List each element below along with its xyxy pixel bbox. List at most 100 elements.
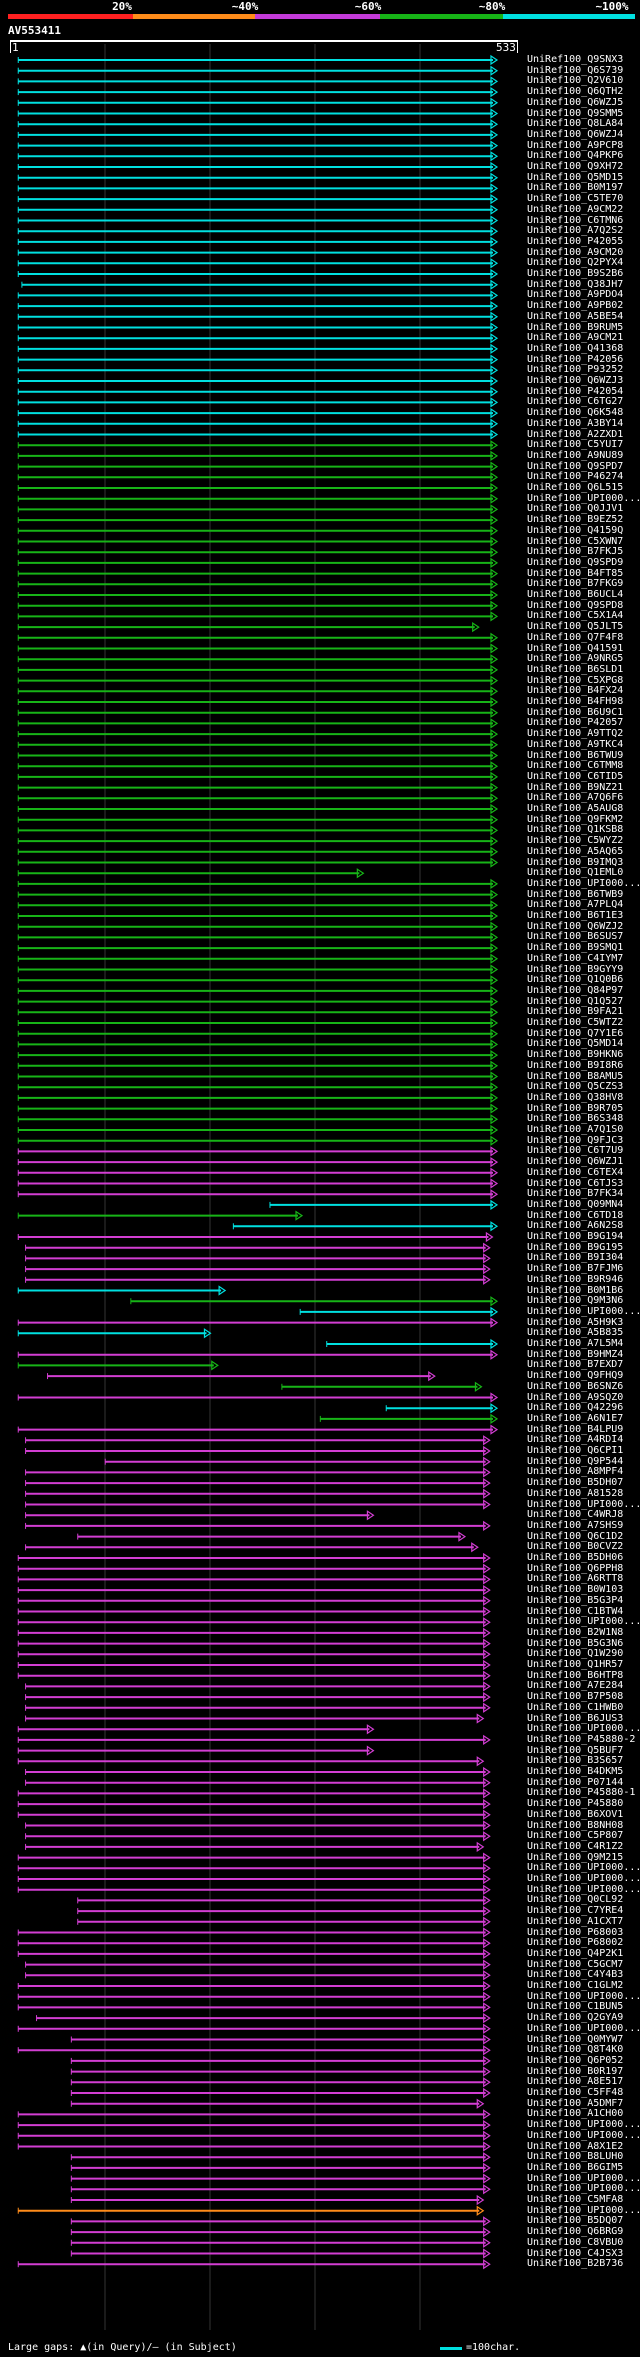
hit-label[interactable]: UniRef100_P45880-2 [527, 1733, 636, 1745]
hit-label[interactable]: UniRef100_UPI000... [527, 1616, 640, 1628]
hit-label[interactable]: UniRef100_Q9SPD7 [527, 460, 624, 472]
hit-label[interactable]: UniRef100_B6HTP8 [527, 1669, 624, 1681]
hit-label[interactable]: UniRef100_B9S2B6 [527, 268, 624, 279]
hit-label[interactable]: UniRef100_Q9FKM2 [527, 813, 624, 825]
hit-label[interactable]: UniRef100_A7SHS9 [527, 1519, 624, 1531]
hit-label[interactable]: UniRef100_P46274 [527, 471, 624, 483]
hit-label[interactable]: UniRef100_C5FF48 [527, 2087, 624, 2098]
hit-label[interactable]: UniRef100_C6TG27 [527, 396, 624, 408]
hit-label[interactable]: UniRef100_C5X1A4 [527, 610, 624, 622]
hit-label[interactable]: UniRef100_UPI000... [527, 2204, 640, 2216]
hit-label[interactable]: UniRef100_B8NH08 [527, 1819, 624, 1831]
hit-label[interactable]: UniRef100_C5YUI7 [527, 439, 624, 451]
hit-label[interactable]: UniRef100_B5DH07 [527, 1477, 624, 1489]
hit-label[interactable]: UniRef100_B4LPU9 [527, 1423, 624, 1435]
hit-label[interactable]: UniRef100_Q6QTH2 [527, 86, 624, 98]
hit-label[interactable]: UniRef100_C5XPG8 [527, 674, 624, 686]
hit-label[interactable]: UniRef100_Q0JJV1 [527, 503, 624, 515]
hit-label[interactable]: UniRef100_A9PDO4 [527, 289, 624, 301]
hit-label[interactable]: UniRef100_B8AMU5 [527, 1070, 624, 1082]
hit-label[interactable]: UniRef100_UPI000... [527, 1862, 640, 1874]
hit-label[interactable]: UniRef100_B8LUH0 [527, 2151, 624, 2163]
hit-label[interactable]: UniRef100_A3BY14 [527, 417, 624, 429]
hit-label[interactable]: UniRef100_B5DQ07 [527, 2215, 624, 2227]
hit-label[interactable]: UniRef100_B2B736 [527, 2258, 624, 2270]
hit-label[interactable]: UniRef100_Q0MYW7 [527, 2033, 624, 2045]
hit-label[interactable]: UniRef100_B6SNZ6 [527, 1380, 624, 1392]
hit-label[interactable]: UniRef100_C4Y4B3 [527, 1969, 624, 1981]
hit-label[interactable]: UniRef100_P68003 [527, 1926, 624, 1938]
hit-label[interactable]: UniRef100_A8E517 [527, 2076, 624, 2088]
hit-label[interactable]: UniRef100_B0W103 [527, 1584, 624, 1596]
hit-label[interactable]: UniRef100_C6TMN6 [527, 214, 624, 226]
hit-label[interactable]: UniRef100_Q6BRG9 [527, 2226, 624, 2238]
hit-label[interactable]: UniRef100_B0R197 [527, 2065, 624, 2077]
hit-label[interactable]: UniRef100_B9G195 [527, 1241, 624, 1253]
hit-label[interactable]: UniRef100_P42054 [527, 385, 624, 397]
hit-label[interactable]: UniRef100_C6TID5 [527, 770, 624, 782]
hit-label[interactable]: UniRef100_Q9SPD8 [527, 599, 624, 611]
hit-label[interactable]: UniRef100_A4RDI4 [527, 1434, 624, 1446]
hit-label[interactable]: UniRef100_P07144 [527, 1776, 624, 1788]
hit-label[interactable]: UniRef100_P42056 [527, 353, 624, 365]
hit-label[interactable]: UniRef100_Q1Q0B6 [527, 974, 624, 986]
hit-label[interactable]: UniRef100_Q1HR57 [527, 1659, 624, 1670]
hit-label[interactable]: UniRef100_A9PB02 [527, 300, 624, 312]
hit-label[interactable]: UniRef100_P42055 [527, 235, 624, 247]
hit-label[interactable]: UniRef100_A9CM20 [527, 246, 624, 258]
hit-label[interactable]: UniRef100_B9I304 [527, 1252, 624, 1264]
hit-label[interactable]: UniRef100_B6S348 [527, 1113, 624, 1125]
hit-label[interactable]: UniRef100_C4JSX3 [527, 2247, 624, 2259]
hit-label[interactable]: UniRef100_Q7F4F8 [527, 631, 624, 643]
hit-label[interactable]: UniRef100_B9I8R6 [527, 1059, 624, 1071]
hit-label[interactable]: UniRef100_B4FH98 [527, 696, 624, 707]
hit-label[interactable]: UniRef100_Q9M3N6 [527, 1295, 624, 1307]
hit-label[interactable]: UniRef100_UPI000... [527, 1498, 640, 1510]
hit-label[interactable]: UniRef100_A9TTQ2 [527, 728, 624, 740]
hit-label[interactable]: UniRef100_Q6WZJ3 [527, 375, 624, 386]
hit-label[interactable]: UniRef100_B6JUS3 [527, 1712, 624, 1724]
hit-label[interactable]: UniRef100_B9EZ52 [527, 514, 624, 526]
hit-label[interactable]: UniRef100_C5WTZ2 [527, 1017, 624, 1028]
hit-label[interactable]: UniRef100_Q41591 [527, 642, 624, 654]
hit-label[interactable]: UniRef100_B2W1N8 [527, 1626, 624, 1638]
hit-label[interactable]: UniRef100_Q0CL92 [527, 1894, 624, 1906]
hit-label[interactable]: UniRef100_B9R946 [527, 1273, 624, 1285]
hit-label[interactable]: UniRef100_B7FKG9 [527, 578, 624, 590]
hit-label[interactable]: UniRef100_B4FX24 [527, 685, 624, 697]
hit-label[interactable]: UniRef100_B7P508 [527, 1691, 624, 1703]
hit-label[interactable]: UniRef100_A7Q2S2 [527, 225, 624, 237]
hit-label[interactable]: UniRef100_C7YRE4 [527, 1905, 624, 1917]
hit-label[interactable]: UniRef100_A7L5M4 [527, 1338, 624, 1349]
hit-label[interactable]: UniRef100_A7PLQ4 [527, 899, 624, 911]
hit-label[interactable]: UniRef100_B0CVZ2 [527, 1541, 624, 1553]
hit-label[interactable]: UniRef100_B9RUM5 [527, 321, 624, 333]
hit-label[interactable]: UniRef100_A9CM22 [527, 203, 624, 215]
hit-label[interactable]: UniRef100_Q6C1D2 [527, 1530, 624, 1542]
hit-label[interactable]: UniRef100_Q1W290 [527, 1648, 624, 1660]
hit-label[interactable]: UniRef100_Q38JH7 [527, 278, 624, 290]
hit-label[interactable]: UniRef100_A5H9K3 [527, 1316, 624, 1328]
hit-label[interactable]: UniRef100_A7Q1S0 [527, 1124, 624, 1135]
hit-label[interactable]: UniRef100_UPI000... [527, 1990, 640, 2002]
hit-label[interactable]: UniRef100_B0M197 [527, 182, 624, 194]
hit-label[interactable]: UniRef100_Q09MN4 [527, 1198, 624, 1210]
hit-label[interactable]: UniRef100_C6TJS3 [527, 1177, 624, 1189]
hit-label[interactable]: UniRef100_C4R1Z2 [527, 1840, 624, 1852]
hit-label[interactable]: UniRef100_B9IMQ3 [527, 856, 624, 868]
hit-label[interactable]: UniRef100_B6TWU9 [527, 749, 624, 761]
hit-label[interactable]: UniRef100_B6GIM5 [527, 2161, 624, 2173]
hit-label[interactable]: UniRef100_B5G3N6 [527, 1637, 624, 1649]
hit-label[interactable]: UniRef100_Q9FHQ9 [527, 1370, 624, 1382]
hit-label[interactable]: UniRef100_A9CM21 [527, 332, 624, 344]
hit-label[interactable]: UniRef100_UPI000... [527, 1873, 640, 1884]
hit-label[interactable]: UniRef100_B6SUS7 [527, 931, 624, 943]
hit-label[interactable]: UniRef100_P42057 [527, 717, 624, 729]
hit-label[interactable]: UniRef100_C6TMM8 [527, 760, 624, 772]
hit-label[interactable]: UniRef100_B9GYY9 [527, 963, 624, 975]
hit-label[interactable]: UniRef100_Q84P97 [527, 984, 624, 996]
hit-label[interactable]: UniRef100_C5GCM7 [527, 1958, 624, 1970]
hit-label[interactable]: UniRef100_Q6S739 [527, 64, 624, 76]
hit-label[interactable]: UniRef100_A9PCP8 [527, 139, 624, 151]
hit-label[interactable]: UniRef100_B6XOV1 [527, 1808, 624, 1820]
